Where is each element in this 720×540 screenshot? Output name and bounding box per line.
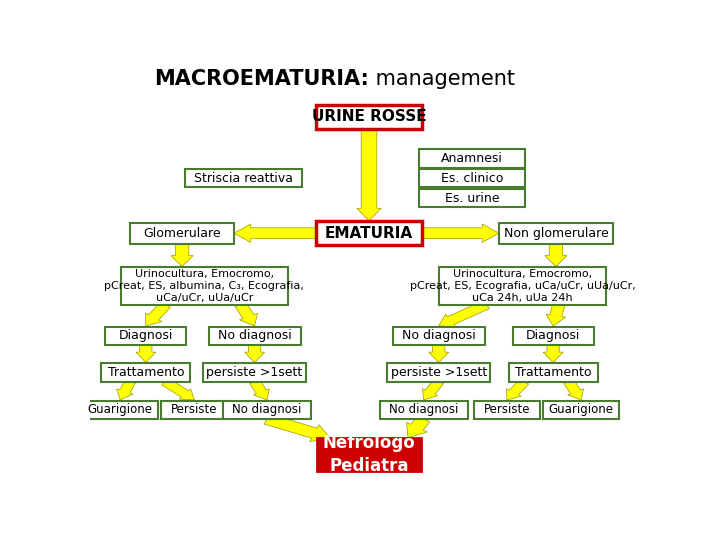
FancyBboxPatch shape xyxy=(474,401,540,419)
Polygon shape xyxy=(546,304,566,326)
FancyBboxPatch shape xyxy=(185,169,302,187)
Polygon shape xyxy=(545,244,567,266)
Text: Trattamento: Trattamento xyxy=(107,366,184,379)
FancyBboxPatch shape xyxy=(101,363,190,382)
Polygon shape xyxy=(245,345,265,362)
Polygon shape xyxy=(117,380,135,400)
Text: No diagnosi: No diagnosi xyxy=(217,329,292,342)
Text: Guarigione: Guarigione xyxy=(88,403,153,416)
Text: Es. urine: Es. urine xyxy=(445,192,500,205)
Text: Non glomerulare: Non glomerulare xyxy=(503,227,608,240)
Text: Diagnosi: Diagnosi xyxy=(119,329,173,342)
Polygon shape xyxy=(136,345,156,362)
Polygon shape xyxy=(171,244,193,266)
Text: Guarigione: Guarigione xyxy=(549,403,613,416)
Polygon shape xyxy=(422,224,499,242)
Text: Es. clinico: Es. clinico xyxy=(441,172,503,185)
FancyBboxPatch shape xyxy=(105,327,186,345)
Text: persiste >1sett: persiste >1sett xyxy=(391,366,487,379)
FancyBboxPatch shape xyxy=(419,189,526,207)
FancyBboxPatch shape xyxy=(222,401,311,419)
FancyBboxPatch shape xyxy=(508,363,598,382)
Text: Anamnesi: Anamnesi xyxy=(441,152,503,165)
Polygon shape xyxy=(235,303,258,326)
FancyBboxPatch shape xyxy=(209,327,301,345)
Polygon shape xyxy=(507,379,528,400)
FancyBboxPatch shape xyxy=(499,223,613,244)
Polygon shape xyxy=(543,345,563,362)
Text: No diagnosi: No diagnosi xyxy=(402,329,476,342)
Text: Urinocultura, Emocromo,
pCreat, ES, albumina, C₃, Ecografia,
uCa/uCr, uUa/uCr: Urinocultura, Emocromo, pCreat, ES, albu… xyxy=(104,268,305,303)
FancyBboxPatch shape xyxy=(513,327,593,345)
Text: Glomerulare: Glomerulare xyxy=(143,227,221,240)
Text: Trattamento: Trattamento xyxy=(515,366,591,379)
Polygon shape xyxy=(264,414,330,442)
Polygon shape xyxy=(407,416,430,438)
FancyBboxPatch shape xyxy=(318,438,420,471)
Polygon shape xyxy=(438,301,490,327)
FancyBboxPatch shape xyxy=(544,401,618,419)
Polygon shape xyxy=(234,224,316,242)
FancyBboxPatch shape xyxy=(387,363,490,382)
Text: Persiste: Persiste xyxy=(171,403,217,416)
FancyBboxPatch shape xyxy=(419,149,526,167)
Polygon shape xyxy=(250,380,269,400)
FancyBboxPatch shape xyxy=(438,267,606,305)
Polygon shape xyxy=(356,129,382,221)
FancyBboxPatch shape xyxy=(379,401,468,419)
Text: MACROEMATURIA:: MACROEMATURIA: xyxy=(154,69,369,89)
Text: No diagnosi: No diagnosi xyxy=(389,403,459,416)
Polygon shape xyxy=(162,379,194,400)
Text: Striscia reattiva: Striscia reattiva xyxy=(194,172,293,185)
Text: Nefrologo
Pediatra: Nefrologo Pediatra xyxy=(323,434,415,475)
Text: Urinocultura, Emocromo,
pCreat, ES, Ecografia, uCa/uCr, uUa/uCr,
uCa 24h, uUa 24: Urinocultura, Emocromo, pCreat, ES, Ecog… xyxy=(410,268,635,303)
FancyBboxPatch shape xyxy=(121,267,288,305)
FancyBboxPatch shape xyxy=(83,401,158,419)
Text: Persiste: Persiste xyxy=(484,403,530,416)
Polygon shape xyxy=(428,345,449,362)
Text: management: management xyxy=(369,69,515,89)
FancyBboxPatch shape xyxy=(316,221,422,245)
Polygon shape xyxy=(145,302,171,326)
Text: Diagnosi: Diagnosi xyxy=(526,329,580,342)
FancyBboxPatch shape xyxy=(161,401,228,419)
Polygon shape xyxy=(423,380,444,400)
FancyBboxPatch shape xyxy=(203,363,306,382)
FancyBboxPatch shape xyxy=(419,169,526,187)
FancyBboxPatch shape xyxy=(130,223,234,244)
Text: EMATURIA: EMATURIA xyxy=(325,226,413,241)
Text: URINE ROSSE: URINE ROSSE xyxy=(312,109,426,124)
Polygon shape xyxy=(564,380,583,400)
Text: No diagnosi: No diagnosi xyxy=(232,403,302,416)
FancyBboxPatch shape xyxy=(316,105,422,129)
Text: persiste >1sett: persiste >1sett xyxy=(207,366,302,379)
FancyBboxPatch shape xyxy=(392,327,485,345)
